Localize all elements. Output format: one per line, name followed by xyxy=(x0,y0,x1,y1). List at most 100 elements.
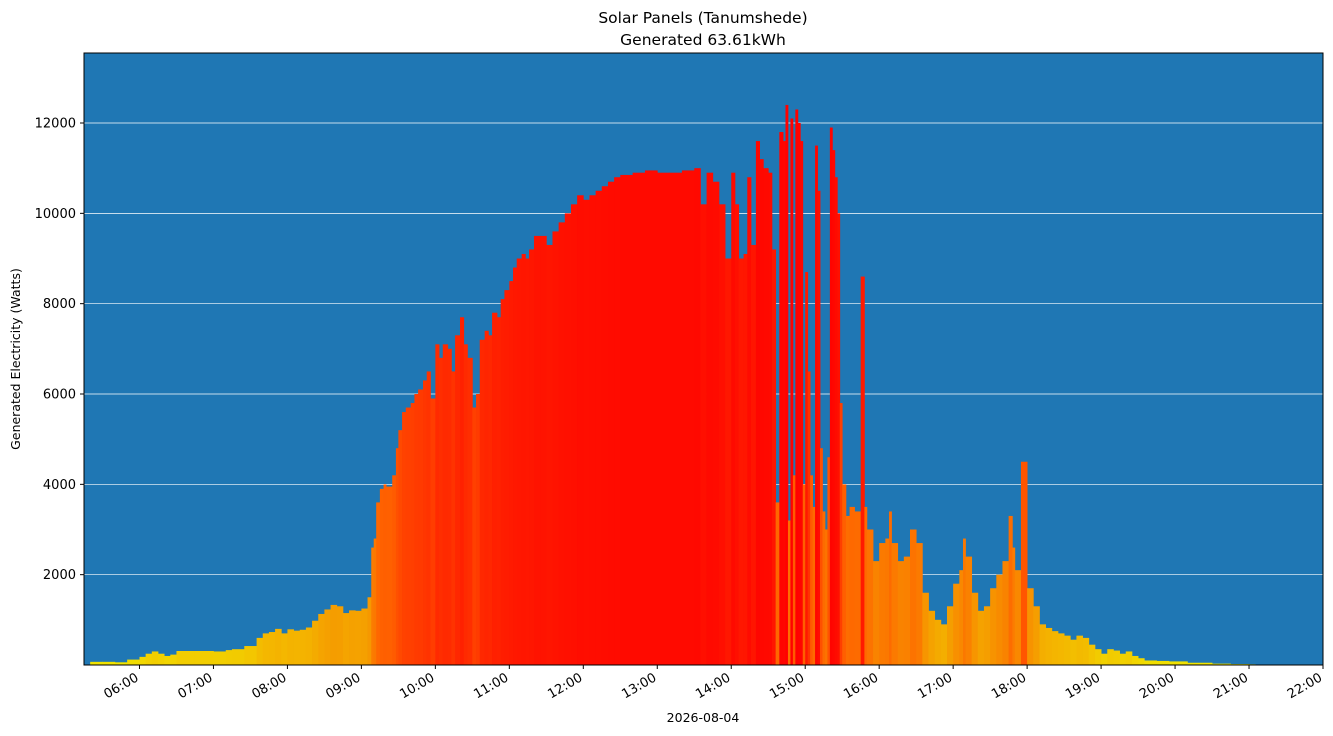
bar xyxy=(885,538,890,665)
bar xyxy=(516,258,523,665)
bar xyxy=(897,561,905,665)
bar xyxy=(583,199,590,666)
bar xyxy=(367,597,372,665)
bar xyxy=(256,637,264,665)
bar xyxy=(546,244,553,665)
bar xyxy=(783,141,786,665)
y-axis: 2000 4000 6000 8000 10000 12000 xyxy=(35,117,84,583)
bar xyxy=(305,627,313,665)
bar xyxy=(1033,606,1040,665)
bar xyxy=(275,628,282,665)
bar xyxy=(262,633,270,665)
bar xyxy=(1070,639,1077,665)
bar xyxy=(484,330,489,665)
bar xyxy=(768,172,773,665)
bar xyxy=(1119,653,1127,665)
bar xyxy=(164,655,171,665)
x-tick-label: 16:00 xyxy=(841,670,881,702)
bar xyxy=(1082,637,1090,665)
bar xyxy=(963,538,966,665)
bar xyxy=(839,403,843,665)
bar xyxy=(194,651,214,665)
bar xyxy=(834,177,838,665)
x-axis: 06:00 07:00 08:00 09:00 10:00 11:00 12:00 13:00… xyxy=(102,665,1325,702)
bar xyxy=(244,646,257,665)
bar xyxy=(213,651,227,665)
bar xyxy=(577,195,584,665)
bar xyxy=(990,588,997,665)
x-tick-label: 06:00 xyxy=(102,670,142,702)
bar xyxy=(455,335,461,665)
bar xyxy=(488,335,493,665)
bar xyxy=(513,267,518,665)
bar xyxy=(1057,633,1065,665)
y-tick-label: 10000 xyxy=(35,207,76,222)
bar xyxy=(558,222,566,665)
bar xyxy=(922,592,929,665)
bar xyxy=(1002,561,1010,665)
bar xyxy=(395,448,399,665)
y-tick-label: 8000 xyxy=(43,297,76,312)
bar xyxy=(570,204,578,665)
bar xyxy=(1144,660,1157,665)
bar xyxy=(349,610,356,665)
bar xyxy=(805,272,809,665)
x-tick-label: 22:00 xyxy=(1285,670,1325,702)
bar xyxy=(829,127,833,665)
chart-title: Solar Panels (Tanumshede) xyxy=(598,9,807,27)
bar xyxy=(312,620,319,665)
bar xyxy=(996,574,1003,665)
bar xyxy=(750,244,757,665)
bar xyxy=(497,317,502,665)
bar xyxy=(361,608,368,665)
bar xyxy=(398,430,403,665)
bar xyxy=(157,653,165,665)
bar xyxy=(281,633,288,665)
bar xyxy=(145,653,153,665)
bar xyxy=(589,195,597,665)
bar xyxy=(170,654,177,665)
bar xyxy=(820,448,823,665)
bar xyxy=(463,344,468,665)
bar xyxy=(771,249,777,665)
bar xyxy=(540,235,547,666)
bar xyxy=(795,109,799,665)
y-tick-label: 4000 xyxy=(43,478,76,493)
bar xyxy=(509,281,514,665)
bar xyxy=(785,104,789,665)
bar xyxy=(706,172,714,665)
x-tick-label: 20:00 xyxy=(1137,670,1177,702)
bar xyxy=(1020,461,1028,665)
bar xyxy=(1156,660,1170,665)
x-tick-label: 09:00 xyxy=(323,670,363,702)
bar xyxy=(866,529,874,665)
bar xyxy=(1076,635,1083,665)
x-tick-label: 08:00 xyxy=(249,670,289,702)
bar xyxy=(355,610,362,665)
bar xyxy=(910,529,917,665)
y-tick-label: 6000 xyxy=(43,388,76,403)
bar xyxy=(447,348,452,665)
bar xyxy=(460,317,465,665)
bar xyxy=(1168,661,1188,665)
x-tick-label: 21:00 xyxy=(1211,670,1251,702)
bar xyxy=(718,204,726,665)
bar xyxy=(1051,631,1059,665)
x-tick-label: 10:00 xyxy=(397,670,437,702)
bar xyxy=(139,656,147,665)
bar xyxy=(371,547,375,665)
bar xyxy=(476,394,481,665)
bar xyxy=(492,312,498,665)
bar xyxy=(681,170,695,665)
bar xyxy=(1045,627,1053,665)
bar xyxy=(792,475,796,665)
chart-subtitle: Generated 63.61kWh xyxy=(620,31,786,49)
bar xyxy=(127,659,140,665)
bar xyxy=(1094,649,1102,665)
bar xyxy=(854,511,862,665)
bar xyxy=(405,407,412,665)
bar xyxy=(1113,650,1120,665)
bar xyxy=(336,606,344,665)
bar xyxy=(414,394,419,665)
bar xyxy=(837,213,841,665)
